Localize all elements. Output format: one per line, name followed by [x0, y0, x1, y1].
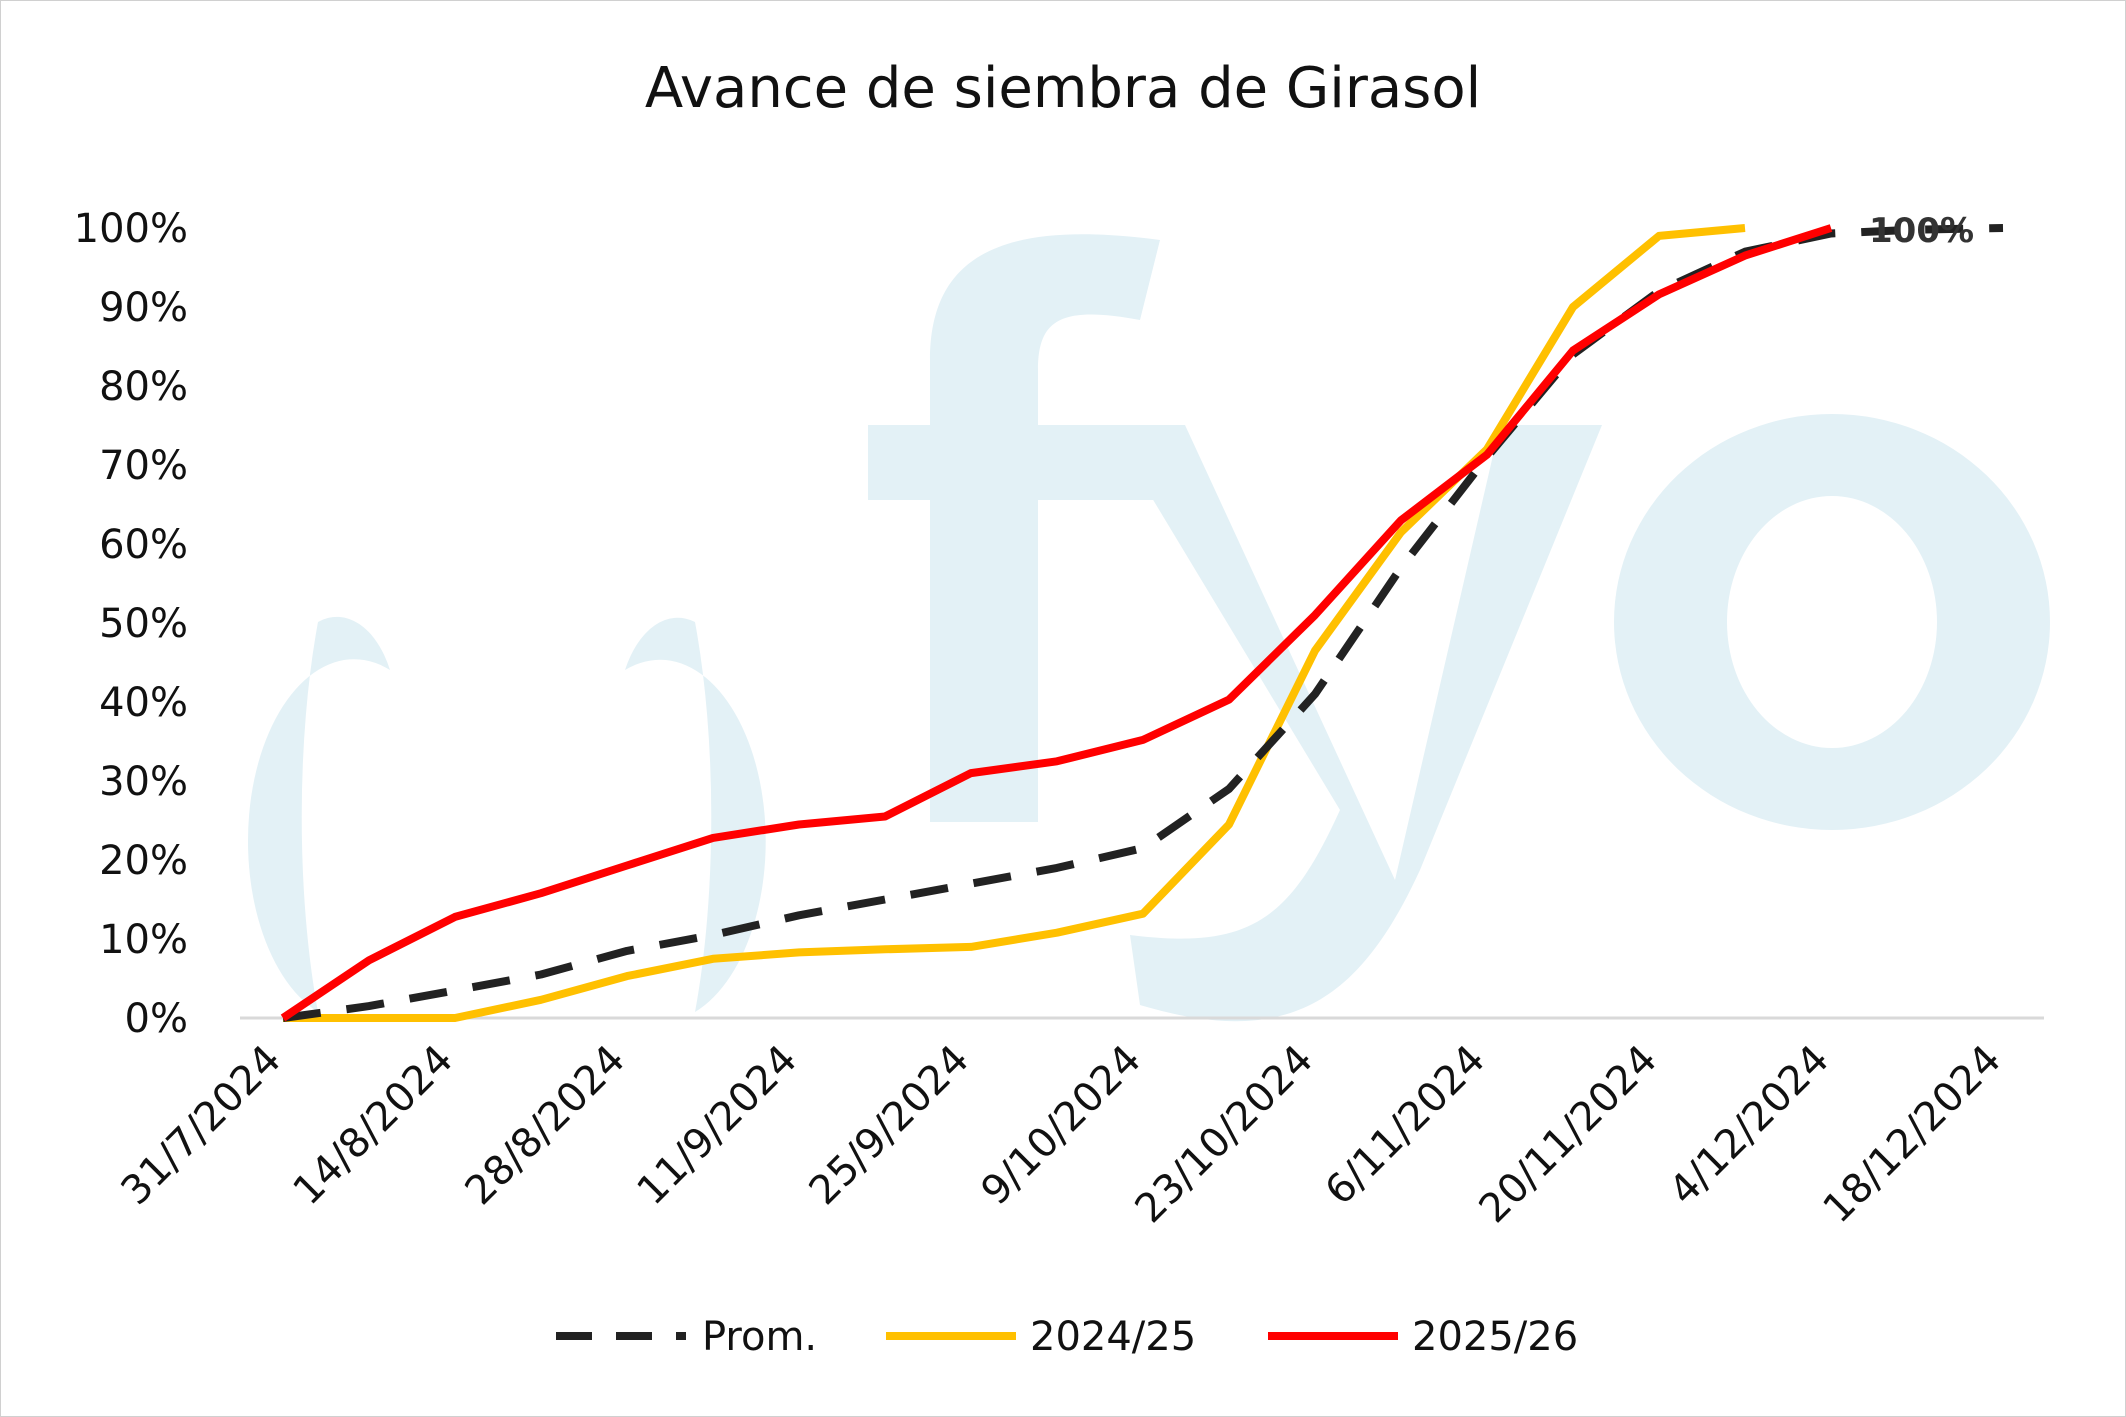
- y-tick-label: 90%: [99, 285, 188, 331]
- series-line-2024-25: [283, 224, 1746, 1022]
- x-tick-label: 14/8/2024: [285, 1037, 463, 1215]
- y-tick-label: 30%: [99, 759, 188, 805]
- y-tick-label: 100%: [74, 206, 188, 252]
- x-tick-label: 31/7/2024: [113, 1037, 291, 1215]
- y-tick-label: 50%: [99, 601, 188, 647]
- x-tick-label: 9/10/2024: [973, 1037, 1151, 1215]
- y-tick-label: 70%: [99, 443, 188, 489]
- end-value-label: 100%: [1869, 211, 1974, 251]
- chart-title: Avance de siembra de Girasol: [645, 56, 1481, 121]
- x-tick-label: 28/8/2024: [457, 1037, 635, 1215]
- x-tick-label: 6/11/2024: [1317, 1037, 1495, 1215]
- y-tick-label: 10%: [99, 917, 188, 963]
- y-tick-label: 40%: [99, 680, 188, 726]
- legend-label: Prom.: [702, 1314, 817, 1360]
- y-tick-label: 60%: [99, 522, 188, 568]
- x-tick-label: 4/12/2024: [1661, 1037, 1839, 1215]
- x-tick-label: 11/9/2024: [629, 1037, 807, 1215]
- x-tick-label: 23/10/2024: [1127, 1037, 1323, 1233]
- legend-label: 2025/26: [1412, 1314, 1578, 1360]
- y-tick-label: 20%: [99, 838, 188, 884]
- series-line-2025-26: [280, 224, 1833, 1022]
- series-lines: [280, 224, 2004, 1022]
- legend-label: 2024/25: [1030, 1314, 1196, 1360]
- y-tick-label: 80%: [99, 364, 188, 410]
- y-tick-label: 0%: [125, 996, 188, 1042]
- series-line-prom-: [282, 224, 2004, 1022]
- fyo-watermark-logo: [247, 234, 2050, 1022]
- x-tick-label: 20/11/2024: [1471, 1037, 1667, 1233]
- x-tick-label: 18/12/2024: [1815, 1037, 2011, 1233]
- x-axis-tick-labels: 31/7/202414/8/202428/8/202411/9/202425/9…: [113, 1037, 2011, 1233]
- legend: Prom. 2024/25 2025/26: [556, 1314, 1578, 1360]
- y-axis-tick-labels: 0% 10% 20% 30% 40% 50% 60% 70% 80% 90% 100%: [74, 206, 188, 1042]
- x-tick-label: 25/9/2024: [801, 1037, 979, 1215]
